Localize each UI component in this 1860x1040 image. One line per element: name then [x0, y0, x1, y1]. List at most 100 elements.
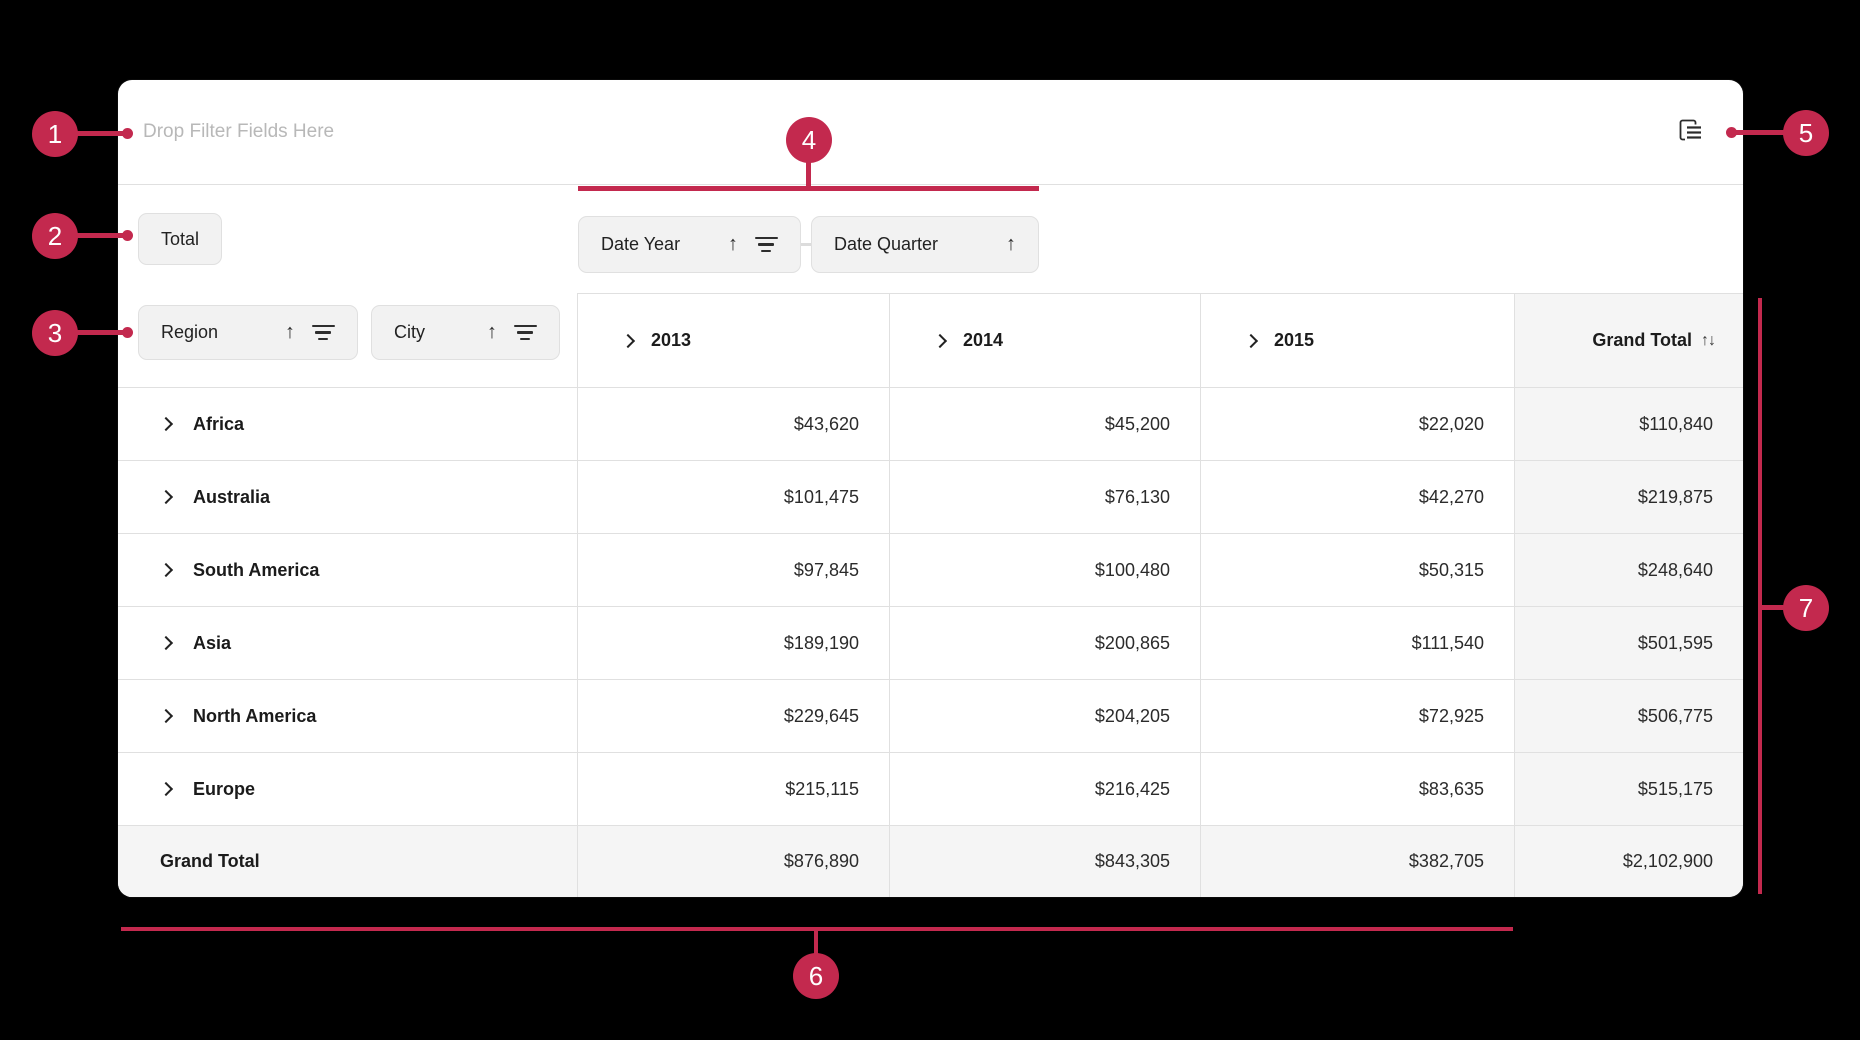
value-cell: $72,925: [1200, 679, 1514, 752]
value-cell: $50,315: [1200, 533, 1514, 606]
column-header-2015[interactable]: 2015: [1200, 293, 1514, 387]
callout-5: 5: [1783, 110, 1829, 156]
value-cell: $111,540: [1200, 606, 1514, 679]
filter-drop-area[interactable]: Drop Filter Fields Here: [118, 80, 1743, 185]
callout-dot-2: [122, 230, 133, 241]
value-cell: $229,645: [577, 679, 889, 752]
column-header-label: 2014: [963, 330, 1004, 350]
row-field-label: City: [394, 322, 425, 342]
expand-chevron-icon[interactable]: [1243, 333, 1259, 348]
callout-underline-6: [121, 927, 1513, 931]
callout-1: 1: [32, 111, 78, 157]
field-connector-line: [801, 243, 811, 246]
expand-chevron-icon[interactable]: [158, 562, 174, 578]
callout-line-3: [72, 330, 128, 335]
value-field-label: Total: [161, 228, 200, 249]
value-cell: $200,865: [889, 606, 1200, 679]
row-header-label: Europe: [193, 778, 256, 799]
expand-chevron-icon[interactable]: [158, 489, 174, 505]
value-cell: $216,425: [889, 752, 1200, 825]
column-field-label: Date Quarter: [834, 234, 939, 254]
expand-chevron-icon[interactable]: [158, 635, 174, 651]
grand-total-cell: $876,890: [577, 825, 889, 897]
grand-total-cell: $110,840: [1514, 387, 1743, 460]
expand-chevron-icon[interactable]: [158, 416, 174, 432]
callout-stem-7: [1762, 605, 1784, 610]
column-fields-group: Date Year ↑ Date Quarter ↑: [578, 216, 1039, 273]
row-header-label: South America: [193, 559, 320, 580]
row-header-asia[interactable]: Asia: [118, 606, 577, 679]
filter-icon[interactable]: [513, 324, 537, 341]
pivot-table-card: Drop Filter Fields Here Total Date Year …: [118, 80, 1743, 897]
callout-2: 2: [32, 213, 78, 259]
sort-ascending-icon[interactable]: ↑: [487, 321, 497, 343]
expand-chevron-icon[interactable]: [932, 333, 948, 348]
callout-dot-5: [1726, 127, 1737, 138]
value-cell: $101,475: [577, 460, 889, 533]
sort-ascending-icon[interactable]: ↑: [285, 321, 295, 343]
filter-icon[interactable]: [311, 324, 335, 341]
callout-6: 6: [793, 953, 839, 999]
grand-total-cell: $2,102,900: [1514, 825, 1743, 897]
grand-total-cell: $248,640: [1514, 533, 1743, 606]
grand-total-cell: $843,305: [889, 825, 1200, 897]
row-fields-corner: Region ↑ City ↑: [118, 293, 577, 387]
expand-chevron-icon[interactable]: [158, 781, 174, 797]
row-header-south-america[interactable]: South America: [118, 533, 577, 606]
row-header-label: Australia: [193, 486, 271, 507]
callout-line-1: [72, 131, 128, 136]
value-cell: $45,200: [889, 387, 1200, 460]
row-field-city[interactable]: City ↑: [371, 305, 560, 360]
value-cell: $22,020: [1200, 387, 1514, 460]
sort-updown-icon[interactable]: ↑↓: [1701, 331, 1716, 349]
callout-line-2: [72, 233, 128, 238]
column-header-2013[interactable]: 2013: [577, 293, 889, 387]
callout-stem-6: [814, 931, 818, 954]
column-header-label: Grand Total: [1592, 330, 1692, 350]
grand-total-cell: $515,175: [1514, 752, 1743, 825]
column-header-2014[interactable]: 2014: [889, 293, 1200, 387]
value-cell: $97,845: [577, 533, 889, 606]
filter-icon[interactable]: [754, 236, 778, 253]
grand-total-cell: $382,705: [1200, 825, 1514, 897]
row-header-north-america[interactable]: North America: [118, 679, 577, 752]
pivot-grid: Region ↑ City ↑ 2013 2014: [118, 293, 1743, 897]
grand-total-cell: $506,775: [1514, 679, 1743, 752]
column-header-label: 2013: [651, 330, 692, 350]
expand-chevron-icon[interactable]: [620, 333, 636, 348]
row-header-australia[interactable]: Australia: [118, 460, 577, 533]
callout-4: 4: [786, 117, 832, 163]
value-cell: $83,635: [1200, 752, 1514, 825]
grand-total-cell: $219,875: [1514, 460, 1743, 533]
row-header-label: North America: [193, 705, 317, 726]
value-cell: $42,270: [1200, 460, 1514, 533]
callout-7: 7: [1783, 585, 1829, 631]
expand-chevron-icon[interactable]: [158, 708, 174, 724]
callout-dot-3: [122, 327, 133, 338]
row-header-label: Africa: [193, 413, 245, 434]
grand-total-cell: $501,595: [1514, 606, 1743, 679]
column-field-date-quarter[interactable]: Date Quarter ↑: [811, 216, 1039, 273]
sort-ascending-icon[interactable]: ↑: [728, 233, 738, 255]
value-cell: $100,480: [889, 533, 1200, 606]
callout-sideline-7: [1758, 298, 1762, 894]
callout-underline-4: [578, 186, 1039, 191]
sort-ascending-icon[interactable]: ↑: [1006, 233, 1016, 255]
row-header-africa[interactable]: Africa: [118, 387, 577, 460]
grand-total-row-header: Grand Total: [118, 825, 577, 897]
column-header-label: 2015: [1274, 330, 1315, 350]
callout-stem-4: [806, 160, 811, 188]
row-header-europe[interactable]: Europe: [118, 752, 577, 825]
column-field-label: Date Year: [601, 234, 681, 254]
callout-3: 3: [32, 310, 78, 356]
row-field-label: Region: [161, 322, 219, 342]
value-cell: $204,205: [889, 679, 1200, 752]
callout-line-5: [1732, 130, 1786, 135]
value-cell: $215,115: [577, 752, 889, 825]
column-header-grand-total[interactable]: Grand Total ↑↓: [1514, 293, 1743, 387]
row-field-region[interactable]: Region ↑: [138, 305, 358, 360]
grouping-bar-icon[interactable]: [1677, 118, 1705, 146]
column-field-date-year[interactable]: Date Year ↑: [578, 216, 801, 273]
value-field-total[interactable]: Total: [138, 213, 223, 265]
value-cell: $43,620: [577, 387, 889, 460]
